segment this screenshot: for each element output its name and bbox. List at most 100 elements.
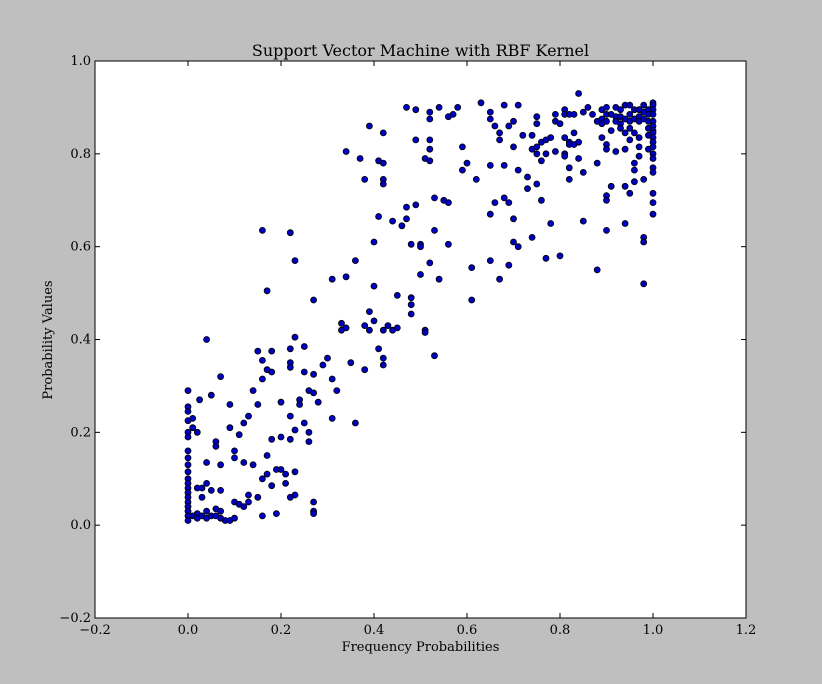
scatter-point: [412, 106, 420, 114]
scatter-point: [565, 175, 573, 183]
scatter-point: [310, 370, 318, 378]
x-tick-label: −0.2: [79, 623, 111, 638]
scatter-point: [486, 210, 494, 218]
scatter-point: [231, 447, 238, 455]
scatter-point: [347, 359, 355, 367]
scatter-point: [393, 291, 401, 299]
scatter-point: [575, 138, 582, 146]
scatter-point: [370, 238, 378, 246]
axis-ticks: −0.2 0.0 0.2 0.4 0.6 0.8 1.0 1.2 −0.2 0.0 0.2 0.4 0.…: [59, 54, 756, 638]
scatter-point: [533, 113, 541, 121]
scatter-point: [212, 442, 220, 450]
scatter-point: [584, 104, 592, 111]
scatter-point: [217, 507, 225, 515]
scatter-point: [268, 435, 276, 443]
scatter-point: [510, 215, 517, 223]
scatter-point: [426, 259, 434, 267]
scatter-point: [598, 134, 606, 142]
scatter-point: [296, 401, 304, 408]
scatter-point: [254, 347, 262, 355]
x-tick-label: 1.2: [736, 623, 757, 638]
scatter-point: [305, 438, 313, 446]
scatter-point: [621, 145, 629, 153]
scatter-point: [184, 454, 192, 462]
scatter-point: [258, 512, 266, 520]
scatter-point: [510, 117, 517, 125]
scatter-point: [449, 111, 457, 118]
scatter-point: [431, 226, 438, 234]
scatter-point: [649, 189, 657, 197]
scatter-point: [538, 196, 545, 204]
scatter-point: [310, 498, 318, 506]
scatter-point: [403, 215, 410, 223]
y-tick-label: 0.2: [70, 425, 91, 440]
scatter-point: [254, 493, 262, 501]
scatter-point: [258, 226, 266, 234]
scatter-point: [291, 333, 299, 341]
scatter-point: [514, 243, 522, 251]
scatter-point: [207, 486, 215, 494]
scatter-point: [328, 275, 336, 283]
scatter-point: [603, 104, 610, 111]
scatter-point: [217, 373, 225, 381]
scatter-point: [286, 363, 294, 371]
x-tick-label: 0.8: [550, 623, 571, 638]
scatter-point: [649, 143, 657, 151]
scatter-point: [379, 361, 387, 369]
scatter-point: [258, 375, 266, 383]
scatter-point: [435, 104, 443, 111]
scatter-point: [291, 426, 299, 434]
scatter-point: [231, 514, 238, 522]
scatter-point: [444, 240, 452, 248]
scatter-point: [431, 194, 438, 202]
scatter-point: [375, 345, 383, 353]
scatter-point: [486, 115, 494, 123]
scatter-point: [635, 143, 643, 151]
scatter-point: [468, 296, 476, 304]
scatter-point: [286, 412, 294, 420]
scatter-point: [621, 220, 629, 227]
scatter-point: [310, 296, 318, 304]
scatter-point: [277, 466, 285, 473]
scatter-point: [491, 122, 499, 130]
scatter-point: [505, 261, 513, 269]
scatter-point: [626, 101, 634, 109]
scatter-point: [286, 229, 294, 237]
scatter-point: [282, 479, 290, 487]
scatter-point: [533, 150, 541, 158]
scatter-point: [552, 111, 559, 118]
scatter-point: [603, 145, 610, 153]
scatter-point: [458, 143, 466, 151]
scatter-point: [333, 387, 341, 395]
scatter-point: [607, 127, 615, 135]
scatter-point: [196, 396, 204, 404]
scatter-point: [524, 173, 531, 181]
scatter-point: [426, 157, 434, 165]
y-tick-label: −0.2: [59, 611, 91, 626]
scatter-point: [184, 468, 192, 476]
scatter-point: [258, 356, 266, 364]
scatter-point: [184, 517, 192, 524]
scatter-point: [510, 143, 517, 151]
scatter-point: [226, 401, 234, 408]
scatter-point: [342, 273, 350, 281]
scatter-point: [207, 391, 215, 399]
scatter-point: [579, 108, 587, 116]
scatter-point: [649, 210, 657, 218]
scatter-point: [231, 454, 238, 462]
y-tick-label: 0.8: [70, 147, 91, 162]
scatter-point: [328, 375, 336, 383]
scatter-point: [319, 361, 327, 369]
scatter-point: [314, 398, 322, 406]
scatter-point: [607, 182, 615, 190]
scatter-point: [505, 199, 513, 207]
scatter-point: [565, 164, 573, 172]
scatter-point: [217, 486, 225, 494]
scatter-point: [351, 257, 359, 265]
scatter-point: [500, 161, 508, 169]
x-tick-label: 0.0: [178, 623, 199, 638]
scatter-point: [603, 196, 610, 204]
y-tick-label: 0.6: [70, 240, 91, 255]
scatter-point: [617, 106, 624, 114]
scatter-point: [189, 414, 197, 422]
